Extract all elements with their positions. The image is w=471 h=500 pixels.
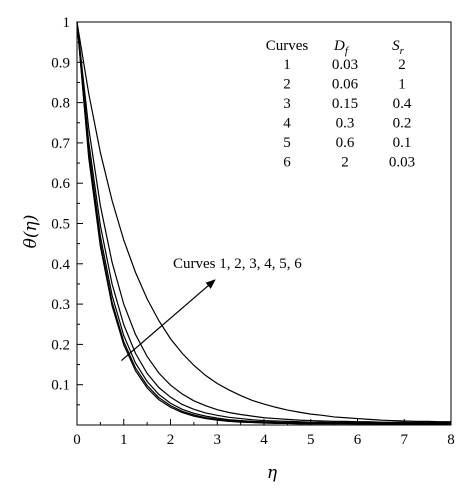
series-line-1: [76, 21, 451, 423]
legend-header-curves: Curves: [266, 38, 309, 54]
series-line-2: [76, 21, 451, 424]
x-tick-label: 8: [447, 432, 455, 448]
legend-cell-df: 0.03: [332, 57, 358, 73]
legend-cell-curve: 6: [283, 155, 291, 171]
legend-cell-sr: 0.4: [393, 96, 412, 112]
legend-cell-df: 0.6: [336, 135, 355, 151]
legend-cell-curve: 4: [283, 116, 291, 132]
legend-cell-df: 0.3: [336, 116, 355, 132]
y-tick-label: 0.4: [51, 257, 70, 273]
y-tick-label: 0.9: [51, 55, 70, 71]
y-tick-label: 0.1: [51, 378, 70, 394]
legend-cell-curve: 2: [283, 77, 291, 93]
annotation-label: Curves 1, 2, 3, 4, 5, 6: [173, 256, 302, 272]
series-lines: [76, 21, 451, 425]
x-tick-label: 3: [214, 432, 222, 448]
x-axis-title: η: [267, 463, 278, 483]
annotation: Curves 1, 2, 3, 4, 5, 6: [121, 256, 302, 361]
series-line-6: [76, 21, 451, 425]
legend-header-sr: Sr: [392, 38, 405, 57]
legend-cell-sr: 0.2: [393, 116, 412, 132]
legend-cell-sr: 2: [398, 57, 406, 73]
y-tick-label: 0.3: [51, 297, 70, 313]
series-line-5: [76, 21, 451, 425]
y-tick-label: 0.7: [51, 136, 70, 152]
x-tick-label: 5: [307, 432, 315, 448]
legend-cell-curve: 1: [283, 57, 291, 73]
legend-cell-sr: 0.1: [393, 135, 412, 151]
y-tick-label: 0.8: [51, 96, 70, 112]
y-tick-label: 1: [63, 15, 71, 31]
legend-cell-sr: 1: [398, 77, 406, 93]
x-tick-label: 7: [401, 432, 409, 448]
legend-cell-curve: 3: [283, 96, 291, 112]
annotation-arrow: [121, 279, 216, 361]
legend-cell-df: 2: [341, 155, 349, 171]
y-tick-label: 0.6: [51, 176, 70, 192]
y-axis-title: θ(η): [21, 215, 41, 249]
x-tick-label: 2: [167, 432, 175, 448]
legend-header-df: Df: [333, 38, 350, 57]
legend-cell-curve: 5: [283, 135, 291, 151]
legend-cell-df: 0.15: [332, 96, 358, 112]
y-tick-label: 0.2: [51, 337, 70, 353]
axis-ticks: 0 1 2 3 4 5 6 7 8 0.1 0.2 0.3 0.4 0.5 0.6 0.7 0.8 0.9 1: [51, 15, 455, 448]
x-tick-label: 6: [354, 432, 362, 448]
x-tick-label: 4: [260, 432, 268, 448]
x-tick-label: 0: [73, 432, 81, 448]
legend-table: Curves Df Sr 1 0.03 2 2 0.06 1 3 0.15 0.4 4 0.3 0.2 5 0.…: [266, 38, 415, 171]
x-tick-label: 1: [120, 432, 128, 448]
legend-cell-df: 0.06: [332, 77, 359, 93]
y-tick-label: 0.5: [51, 217, 70, 233]
legend-cell-sr: 0.03: [389, 155, 415, 171]
